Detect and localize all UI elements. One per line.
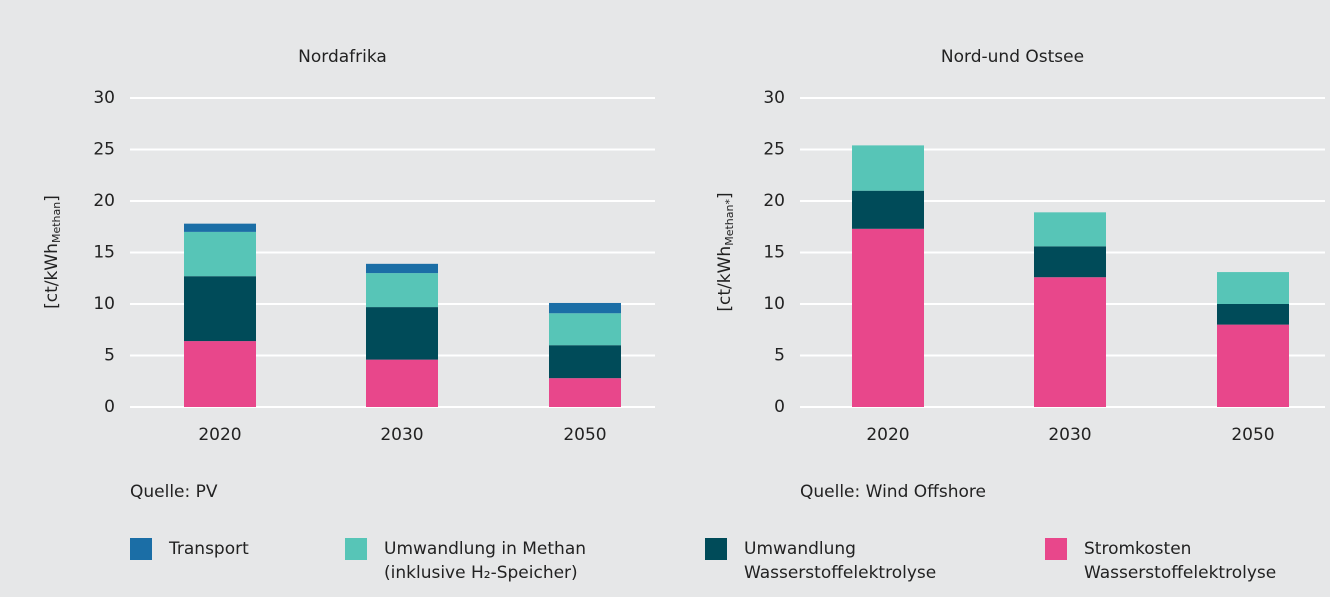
bar-segment (1034, 212, 1106, 247)
legend-label: Stromkosten Wasserstoffelektrolyse (1084, 539, 1277, 583)
y-tick-label: 0 (774, 397, 785, 417)
y-tick-label: 20 (763, 191, 785, 211)
chart-title: Nordafrika (298, 47, 387, 67)
y-axis-label: [ct/kWhMethan*] (715, 192, 736, 311)
bar-segment (852, 145, 924, 191)
bar-segment (366, 263, 438, 274)
legend-swatch (1045, 538, 1067, 560)
legend-label: Transport (169, 539, 249, 559)
y-tick-label: 0 (104, 397, 115, 417)
bar-segment (549, 345, 621, 379)
legend-item: Stromkosten Wasserstoffelektrolyse (1045, 537, 1276, 585)
bar-segment (366, 307, 438, 360)
y-tick-label: 25 (763, 140, 785, 160)
bar-segment (1034, 277, 1106, 407)
y-axis-label-main: [ct/kWh (715, 246, 735, 312)
bar-segment (184, 341, 256, 407)
y-tick-label: 25 (93, 140, 115, 160)
y-tick-label: 10 (93, 294, 115, 314)
bar-segment (184, 223, 256, 232)
y-tick-label: 30 (763, 88, 785, 108)
bar-segment (1217, 324, 1289, 407)
legend-item: Transport (130, 537, 249, 561)
bar-segment (852, 228, 924, 407)
y-axis-label-sub: Methan* (723, 199, 736, 246)
bar-segment (184, 231, 256, 277)
bar-segment (366, 273, 438, 308)
legend-item: Umwandlung in Methan (inklusive H₂-Speic… (345, 537, 586, 585)
y-axis-label-sub: Methan (50, 202, 63, 243)
x-tick-label: 2050 (563, 425, 606, 445)
bar-segment (1217, 272, 1289, 304)
source-note: Quelle: Wind Offshore (800, 482, 986, 502)
chart-title: Nord-und Ostsee (941, 47, 1084, 67)
x-tick-label: 2020 (198, 425, 241, 445)
bar-segment (549, 378, 621, 407)
y-tick-label: 20 (93, 191, 115, 211)
bar-segment (1217, 304, 1289, 325)
bar-segment (1034, 246, 1106, 278)
y-axis-label: [ct/kWhMethan] (42, 195, 63, 309)
y-tick-label: 15 (763, 243, 785, 263)
y-tick-label: 5 (774, 346, 785, 366)
bar-segment (366, 359, 438, 407)
source-note: Quelle: PV (130, 482, 218, 502)
x-tick-label: 2030 (1048, 425, 1091, 445)
bar-segment (549, 313, 621, 346)
x-tick-label: 2030 (380, 425, 423, 445)
legend-swatch (345, 538, 367, 560)
y-tick-label: 5 (104, 346, 115, 366)
bar-segment (549, 302, 621, 314)
y-axis-label-end: ] (715, 192, 735, 199)
legend-label: Umwandlung Wasserstoffelektrolyse (744, 539, 937, 583)
y-tick-label: 15 (93, 243, 115, 263)
x-tick-label: 2020 (866, 425, 909, 445)
legend-item: Umwandlung Wasserstoffelektrolyse (705, 537, 936, 585)
bar-segment (852, 190, 924, 229)
y-axis-label-main: [ct/kWh (42, 243, 62, 309)
legend-swatch (130, 538, 152, 560)
y-tick-label: 10 (763, 294, 785, 314)
bar-segment (184, 276, 256, 342)
y-axis-label-end: ] (42, 195, 62, 202)
y-tick-label: 30 (93, 88, 115, 108)
legend-swatch (705, 538, 727, 560)
x-tick-label: 2050 (1231, 425, 1274, 445)
legend-label: Umwandlung in Methan (inklusive H₂-Speic… (384, 539, 587, 583)
